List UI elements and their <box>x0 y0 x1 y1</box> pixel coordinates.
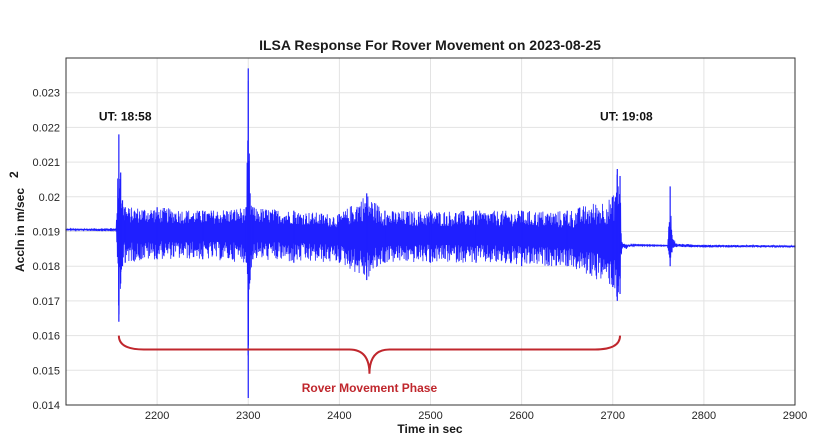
y-tick-label: 0.016 <box>32 331 60 343</box>
annotations: UT: 18:58 UT: 19:08 <box>99 109 653 123</box>
y-axis-label: Accln in m/sec <box>13 188 27 272</box>
y-tick-label: 0.022 <box>32 122 60 134</box>
bracket-path <box>117 335 622 374</box>
time-annotation: UT: 19:08 <box>600 109 653 123</box>
x-ticks: 2200 2300 2400 2500 2600 2700 2800 2900 <box>145 410 807 422</box>
x-tick-label: 2300 <box>236 410 260 422</box>
time-annotation: UT: 18:58 <box>99 109 152 123</box>
x-tick-label: 2800 <box>692 410 716 422</box>
y-tick-label: 0.015 <box>32 365 60 377</box>
y-axis-label-group: Accln in m/sec 2 <box>7 171 27 272</box>
y-tick-label: 0.02 <box>39 192 60 204</box>
plot-frame <box>65 57 796 406</box>
x-axis-label: Time in sec <box>397 422 462 436</box>
x-tick-label: 2500 <box>418 410 442 422</box>
y-ticks: 0.014 0.015 0.016 0.017 0.018 0.019 0.02 0.021 0… <box>32 88 60 412</box>
x-tick-label: 2200 <box>145 410 169 422</box>
x-tick-label: 2900 <box>783 410 807 422</box>
y-tick-label: 0.014 <box>32 400 60 412</box>
x-tick-label: 2700 <box>601 410 625 422</box>
y-axis-label-superscript: 2 <box>7 171 21 178</box>
y-tick-label: 0.023 <box>32 88 60 100</box>
y-tick-label: 0.021 <box>32 157 60 169</box>
x-tick-label: 2400 <box>327 410 351 422</box>
x-tick-label: 2600 <box>509 410 533 422</box>
y-tick-label: 0.019 <box>32 227 60 239</box>
phase-label: Rover Movement Phase <box>302 381 438 395</box>
phase-bracket: Rover Movement Phase <box>117 335 622 395</box>
y-tick-label: 0.017 <box>32 296 60 308</box>
chart-title: ILSA Response For Rover Movement on 2023… <box>259 37 601 53</box>
y-tick-label: 0.018 <box>32 261 60 273</box>
